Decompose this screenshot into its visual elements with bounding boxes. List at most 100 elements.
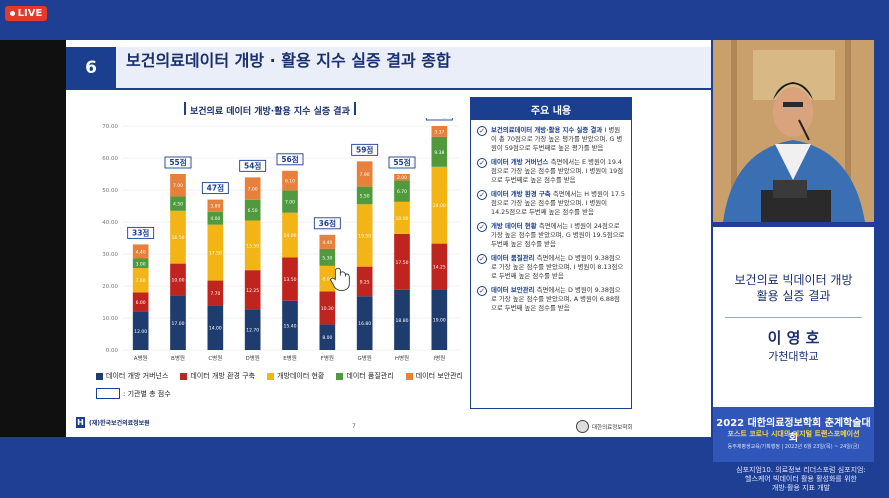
- segment-value-label: 7.60: [136, 278, 146, 284]
- segment-value-label: 5.50: [360, 193, 370, 199]
- panel-item: ✓ 데이터 개방 거버넌스 측면에서는 E 병원이 19.4점으로 가장 높은 점…: [477, 158, 625, 185]
- legend-label: 데이터 품질관리: [346, 372, 394, 380]
- bar-segment: [207, 305, 224, 350]
- segment-value-label: 7.00: [248, 187, 258, 193]
- slide-canvas: 6 보건의료데이터 개방 · 활용 지수 실증 결과 종합 보건의료 데이터 개…: [66, 40, 711, 437]
- total-score-box: [388, 156, 416, 169]
- total-score-box: [351, 143, 379, 156]
- bar-segment: [282, 170, 298, 191]
- chart-legend: 데이터 개방 거버넌스 데이터 개방 환경 구축 개방데이터 현황 데이터 품질관리 데…: [96, 371, 463, 381]
- kohi-logo-icon: H: [76, 417, 85, 428]
- bar-segment: [244, 309, 261, 350]
- bar-segment: [356, 296, 373, 350]
- total-score-box: [425, 118, 453, 121]
- segment-value-label: 10.00: [172, 278, 185, 284]
- legend-swatch: [405, 372, 413, 380]
- check-circle-icon: ✓: [477, 286, 487, 296]
- panel-item-highlight: 개방 데이터 현황: [491, 222, 539, 230]
- panel-item-highlight: 데이터 개방 환경 구축: [491, 190, 553, 198]
- bar-segment: [356, 161, 373, 187]
- bar-segment: [394, 201, 410, 234]
- bar-segment: [282, 257, 298, 301]
- legend-item: 데이터 개방 거버넌스: [96, 371, 168, 381]
- y-tick-label: 10.00: [102, 316, 118, 322]
- y-tick-label: 0.00: [106, 348, 119, 354]
- panel-item-text: 데이터 개방 거버넌스 측면에서는 E 병원이 19.4점으로 가장 높은 점수…: [491, 158, 625, 185]
- bar-segment: [282, 190, 298, 213]
- slide-title: 보건의료데이터 개방 · 활용 지수 실증 결과 종합: [126, 51, 451, 70]
- bar-segment: [244, 177, 261, 200]
- segment-value-label: 7.00: [285, 200, 295, 206]
- segment-value-label: 19.00: [433, 318, 446, 324]
- segment-value-label: 6.50: [248, 208, 258, 214]
- legend-swatch: [336, 372, 344, 380]
- total-score-label: 54점: [244, 160, 261, 170]
- segment-value-label: 15.50: [246, 243, 259, 249]
- total-score-label: 47점: [207, 183, 224, 193]
- segment-value-label: 18.80: [396, 318, 409, 324]
- legend-label: 개방데이터 현황: [277, 372, 325, 380]
- legend-swatch: [180, 372, 188, 380]
- bar-segment: [319, 265, 336, 292]
- bar-segment: [356, 204, 373, 267]
- segment-value-label: 17.50: [209, 251, 222, 257]
- segment-value-label: 10.30: [321, 306, 334, 312]
- panel-item-text: 보건의료데이터 개방·활용 지수 실증 결과 I 병원이 총 70점으로 가장 …: [491, 126, 625, 153]
- chart-title: 보건의료 데이터 개방·활용 지수 실증 결과: [184, 102, 356, 117]
- x-category-label: H병원: [395, 354, 409, 362]
- conference-banner: 2022 대한의료정보학회 춘계학술대회 포스트 코로나 시대의 디지털 트랜스…: [713, 407, 874, 462]
- legend-swatch: [96, 372, 103, 380]
- panel-item: ✓ 데이터 개방 환경 구축 측면에서는 H 병원이 17.5점으로 가장 높은 …: [477, 190, 625, 217]
- bar-segment: [394, 174, 410, 181]
- segment-value-label: 14.00: [209, 326, 222, 332]
- panel-item-body: 측면에서는 E 병원이 19.4점으로 가장 높은 점수를 받았으며, I 병원…: [491, 158, 624, 184]
- segment-value-label: 4.50: [173, 202, 183, 208]
- total-score-label: 56점: [281, 154, 298, 164]
- society-seal-icon: [576, 420, 589, 433]
- bar-segment: [132, 292, 149, 312]
- slide-number: 6: [66, 47, 116, 88]
- total-score-box: [201, 182, 229, 195]
- speaker-card: 보건의료 빅데이터 개방 활용 실증 결과 이 영 호 가천대학교: [713, 227, 874, 407]
- segment-value-label: 15.40: [284, 323, 297, 329]
- bar-segment: [170, 263, 186, 296]
- segment-value-label: 16.80: [358, 321, 371, 327]
- check-circle-icon: ✓: [477, 126, 487, 136]
- panel-item-body: I 병원이 총 70점으로 가장 높은 평가를 받았으며, G 병원이 59점으…: [491, 126, 623, 152]
- panel-item-body: 측면에서는 D 병원이 9.38점으로 가장 높은 점수를 받았으며, I 병원…: [491, 254, 624, 280]
- speaker-name: 이 영 호: [767, 329, 820, 347]
- total-score-legend-label: : 기관별 총 점수: [123, 389, 171, 398]
- bar-segment: [319, 248, 336, 266]
- footer-society: 대한의료정보학회: [576, 420, 632, 433]
- panel-item-body: 측면에서는 H 병원이 17.5점으로 가장 높은 점수를 받았으며, I 병원…: [491, 190, 625, 216]
- total-score-box: [239, 159, 267, 172]
- total-score-box: [127, 226, 155, 239]
- x-category-label: D병원: [245, 354, 259, 362]
- panel-item-highlight: 데이터 보안관리: [491, 286, 537, 294]
- bar-segment: [132, 311, 149, 350]
- talk-topic-line2: 활용 실증 결과: [756, 289, 831, 303]
- segment-value-label: 24.00: [433, 203, 446, 209]
- conference-subtitle: 포스트 코로나 시대의 디지털 트랜스포메이션: [727, 430, 860, 438]
- panel-item: ✓ 개방 데이터 현황 측면에서는 I 병원이 24점으로 가장 높은 점수를 받…: [477, 222, 625, 249]
- segment-value-label: 7.90: [360, 172, 370, 178]
- legend-item: 데이터 보안관리: [405, 371, 463, 381]
- segment-value-label: 8.00: [322, 335, 332, 341]
- check-circle-icon: ✓: [477, 190, 487, 200]
- bar-segment: [319, 324, 336, 350]
- segment-value-label: 5.30: [322, 255, 332, 261]
- bar-segment: [319, 291, 336, 325]
- total-score-label: 36점: [319, 218, 336, 228]
- segment-value-label: 3.80: [210, 204, 220, 210]
- total-score-box: [164, 156, 192, 169]
- bar-segment: [356, 186, 373, 205]
- talk-topic-line1: 보건의료 빅데이터 개방: [734, 273, 853, 287]
- panel-item-body: 측면에서는 D 병원이 9.38점으로 가장 높은 점수를 받았으며, A 병원…: [491, 286, 621, 312]
- caption-line1: 심포지엄10. 의료정보 리더스포럼 심포지엄:: [736, 466, 866, 474]
- talk-topic: 보건의료 빅데이터 개방 활용 실증 결과: [713, 272, 874, 304]
- segment-value-label: 3.00: [136, 261, 146, 267]
- segment-value-label: 9.25: [360, 279, 370, 285]
- live-badge: LIVE: [5, 6, 47, 21]
- bar-segment: [170, 196, 186, 211]
- bar-segment: [207, 199, 224, 212]
